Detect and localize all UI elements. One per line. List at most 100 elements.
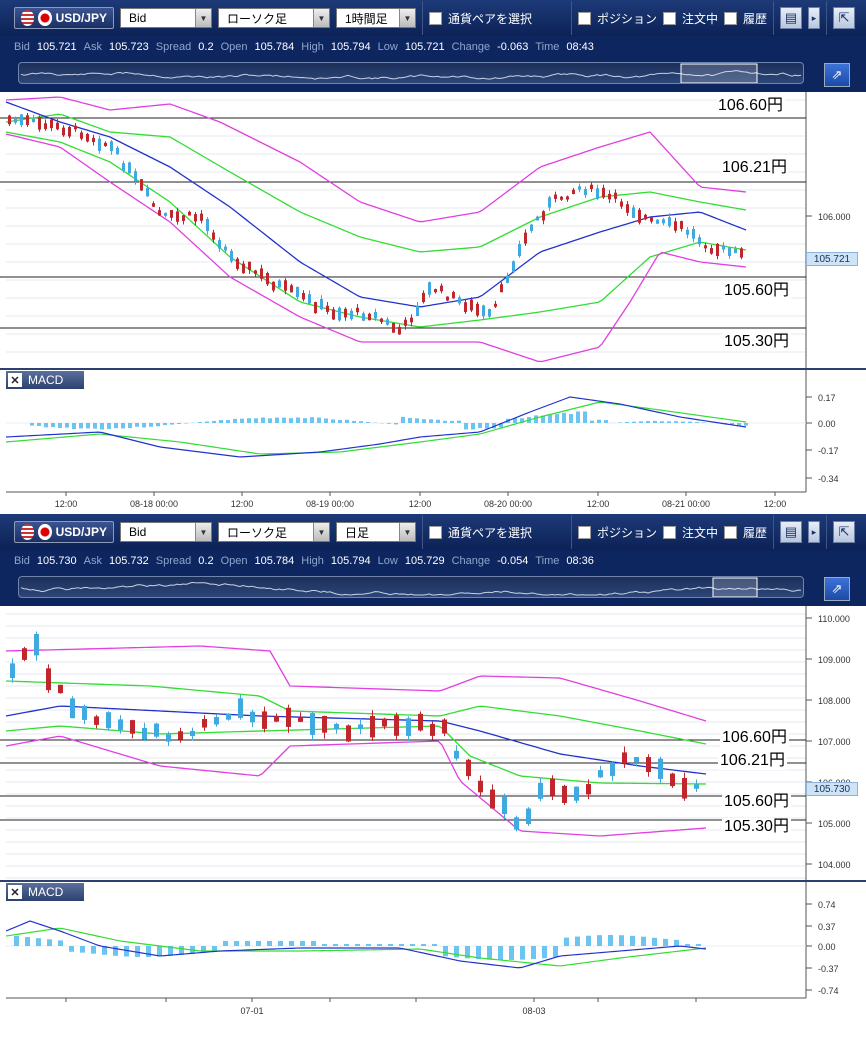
timeframe-select[interactable]: 日足 ▼ xyxy=(336,522,416,542)
navigator-expand-icon[interactable]: ⇗ xyxy=(824,577,850,601)
macd-axis-label: 0.37 xyxy=(818,922,836,932)
timeframe-select[interactable]: 1時間足 ▼ xyxy=(336,8,416,28)
position-toggle[interactable]: ポジション xyxy=(578,10,657,27)
navigator-window-handle[interactable] xyxy=(681,64,757,83)
candle-body xyxy=(512,261,515,272)
candle-body xyxy=(254,270,257,273)
macd-histogram-bar xyxy=(72,423,76,429)
navigator-window-handle[interactable] xyxy=(713,578,757,597)
candle-body xyxy=(490,790,495,809)
orders-toggle[interactable]: 注文中 xyxy=(663,10,718,27)
candle-body xyxy=(218,240,221,248)
level-label-106-60: 106.60円 xyxy=(720,729,789,747)
price-type-select[interactable]: Bid ▼ xyxy=(120,522,212,542)
orders-checkbox[interactable] xyxy=(663,12,676,25)
chart-type-select[interactable]: ローソク足 ▼ xyxy=(218,8,330,28)
navigator-scrollbar[interactable] xyxy=(18,62,804,84)
time-axis-label: 12:00 xyxy=(764,499,787,509)
pair-select-toggle[interactable]: 通貨ペアを選択 xyxy=(429,524,565,541)
macd-histogram-bar xyxy=(553,946,558,957)
candle-body xyxy=(202,719,207,728)
candle-body xyxy=(476,304,479,316)
candle-body xyxy=(338,308,341,321)
macd-histogram-bar xyxy=(575,937,580,946)
candle-body xyxy=(694,785,699,789)
position-checkbox[interactable] xyxy=(578,526,591,539)
macd-histogram-bar xyxy=(310,417,314,423)
spread-value: 0.2 xyxy=(198,555,213,567)
low-label: Low xyxy=(378,41,398,53)
pair-select-toggle[interactable]: 通貨ペアを選択 xyxy=(429,10,565,27)
history-checkbox[interactable] xyxy=(724,526,737,539)
orders-toggle[interactable]: 注文中 xyxy=(663,524,718,541)
macd-histogram-bar xyxy=(344,944,349,946)
macd-histogram-bar xyxy=(696,944,701,946)
price-type-value: Bid xyxy=(129,11,146,25)
candle-body xyxy=(572,190,575,194)
candle-body xyxy=(434,289,437,292)
candle-body xyxy=(20,114,23,125)
macd-histogram-bar xyxy=(660,421,664,423)
macd-histogram-bar xyxy=(100,423,104,429)
time-axis-label: 08-19 00:00 xyxy=(306,499,354,509)
candle-body xyxy=(32,119,35,123)
macd-histogram-bar xyxy=(590,421,594,423)
candle-body xyxy=(26,115,29,125)
history-toggle[interactable]: 履歴 xyxy=(724,524,767,541)
macd-histogram-bar xyxy=(278,941,283,946)
minimize-icon[interactable]: ⇱ xyxy=(833,7,855,29)
change-label: Change xyxy=(452,41,491,53)
macd-histogram-bar xyxy=(366,422,370,423)
chart-settings-icon[interactable]: ▤ xyxy=(780,7,802,29)
close-icon[interactable]: ✕ xyxy=(8,373,22,387)
macd-histogram-bar xyxy=(219,420,223,423)
macd-histogram-bar xyxy=(212,421,216,423)
navigator-sparkline xyxy=(19,577,804,598)
position-checkbox[interactable] xyxy=(578,12,591,25)
level-label-105-30: 105.30円 xyxy=(722,818,791,836)
macd-histogram-bar xyxy=(454,946,459,957)
macd-histogram-bar xyxy=(86,423,90,428)
macd-header: ✕ MACD xyxy=(6,883,84,901)
candle-body xyxy=(22,648,27,660)
orders-checkbox[interactable] xyxy=(663,526,676,539)
symbol-selector[interactable]: USD/JPY xyxy=(14,7,114,29)
navigator-expand-icon[interactable]: ⇗ xyxy=(824,63,850,87)
chart-settings-icon[interactable]: ▤ xyxy=(780,521,802,543)
menu-arrow-icon[interactable]: ▸ xyxy=(808,521,820,543)
chevron-down-icon: ▼ xyxy=(195,523,211,541)
macd-axis-label: -0.37 xyxy=(818,964,839,974)
time-axis-label: 07-01 xyxy=(240,1006,263,1016)
candle-body xyxy=(170,210,173,218)
history-toggle[interactable]: 履歴 xyxy=(724,10,767,27)
position-toggle[interactable]: ポジション xyxy=(578,524,657,541)
time-label: Time xyxy=(535,555,559,567)
history-checkbox[interactable] xyxy=(724,12,737,25)
price-type-select[interactable]: Bid ▼ xyxy=(120,8,212,28)
time-axis-label: 12:00 xyxy=(231,499,254,509)
navigator-scrollbar[interactable] xyxy=(18,576,804,598)
chart-canvas[interactable]: 110.000109.000108.000107.000106.000105.0… xyxy=(0,606,866,1032)
candle-body xyxy=(398,327,401,335)
chart-type-select[interactable]: ローソク足 ▼ xyxy=(218,522,330,542)
chart-panel-hourly: USD/JPY Bid ▼ ローソク足 ▼ 1時間足 ▼ 通貨ペアを選択 ポジシ… xyxy=(0,0,866,512)
candle-body xyxy=(158,210,161,215)
symbol-selector[interactable]: USD/JPY xyxy=(14,521,114,543)
macd-histogram-bar xyxy=(338,420,342,423)
price-axis-label: 107.000 xyxy=(818,737,851,747)
time-axis-label: 12:00 xyxy=(409,499,432,509)
candle-body xyxy=(494,304,497,307)
macd-histogram-bar xyxy=(30,423,34,426)
pair-select-checkbox[interactable] xyxy=(429,12,442,25)
close-icon[interactable]: ✕ xyxy=(8,885,22,899)
open-label: Open xyxy=(221,41,248,53)
pair-select-checkbox[interactable] xyxy=(429,526,442,539)
candle-body xyxy=(272,282,275,291)
macd-histogram-bar xyxy=(223,941,228,946)
menu-arrow-icon[interactable]: ▸ xyxy=(808,7,820,29)
candle-body xyxy=(248,262,251,270)
minimize-icon[interactable]: ⇱ xyxy=(833,521,855,543)
